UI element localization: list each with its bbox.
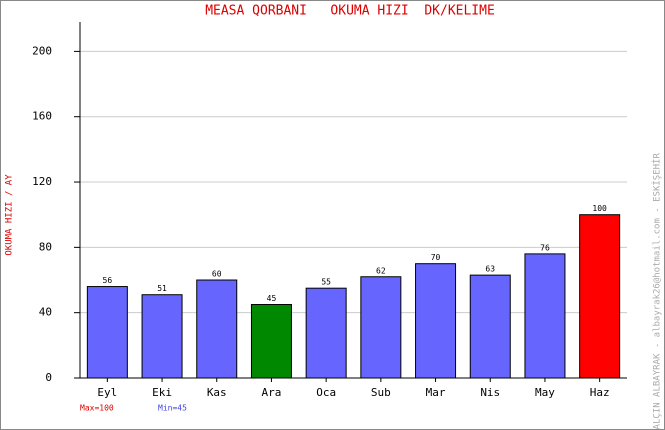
x-tick-label: Haz: [590, 386, 610, 399]
max-label: Max=100: [80, 404, 114, 413]
x-tick-label: Eyl: [97, 386, 117, 399]
chart-title: MEASA QORBANI OKUMA HIZI DK/KELIME: [205, 4, 495, 19]
min-label: Min=45: [158, 404, 187, 413]
bar: [524, 253, 566, 379]
y-tick-label: 160: [32, 110, 52, 123]
x-tick-label: Oca: [316, 386, 336, 399]
bar: [469, 274, 511, 379]
bar: [196, 279, 238, 379]
value-label: 45: [267, 294, 277, 303]
y-tick-label: 120: [32, 175, 52, 188]
value-label: 63: [485, 265, 495, 274]
x-tick-label: Sub: [371, 386, 391, 399]
y-tick-label: 0: [45, 371, 52, 384]
value-label: 56: [103, 276, 113, 285]
x-tick-label: Mar: [426, 386, 446, 399]
value-label: 51: [157, 284, 167, 293]
x-tick-label: Nis: [480, 386, 500, 399]
value-label: 76: [540, 243, 550, 252]
x-tick-label: Eki: [152, 386, 172, 399]
y-tick-label: 80: [39, 240, 52, 253]
value-label: 70: [431, 253, 441, 262]
value-label: 60: [212, 270, 222, 279]
bar: [250, 304, 292, 379]
bar: [86, 286, 128, 379]
bar: [360, 276, 402, 379]
bar: [141, 294, 183, 379]
value-label: 62: [376, 266, 386, 275]
x-tick-label: May: [535, 386, 555, 399]
credit: YALÇIN ALBAYRAK - albayrak26@hotmail.com…: [652, 153, 663, 430]
y-axis-label: OKUMA HIZI / AY: [5, 174, 15, 256]
y-tick-label: 200: [32, 44, 52, 57]
bar: [415, 263, 457, 379]
bar: [579, 214, 621, 379]
value-label: 55: [321, 278, 331, 287]
y-tick-label: 40: [39, 306, 52, 319]
x-tick-label: Ara: [262, 386, 282, 399]
bar: [305, 287, 347, 379]
value-label: 100: [592, 204, 607, 213]
x-tick-label: Kas: [207, 386, 227, 399]
